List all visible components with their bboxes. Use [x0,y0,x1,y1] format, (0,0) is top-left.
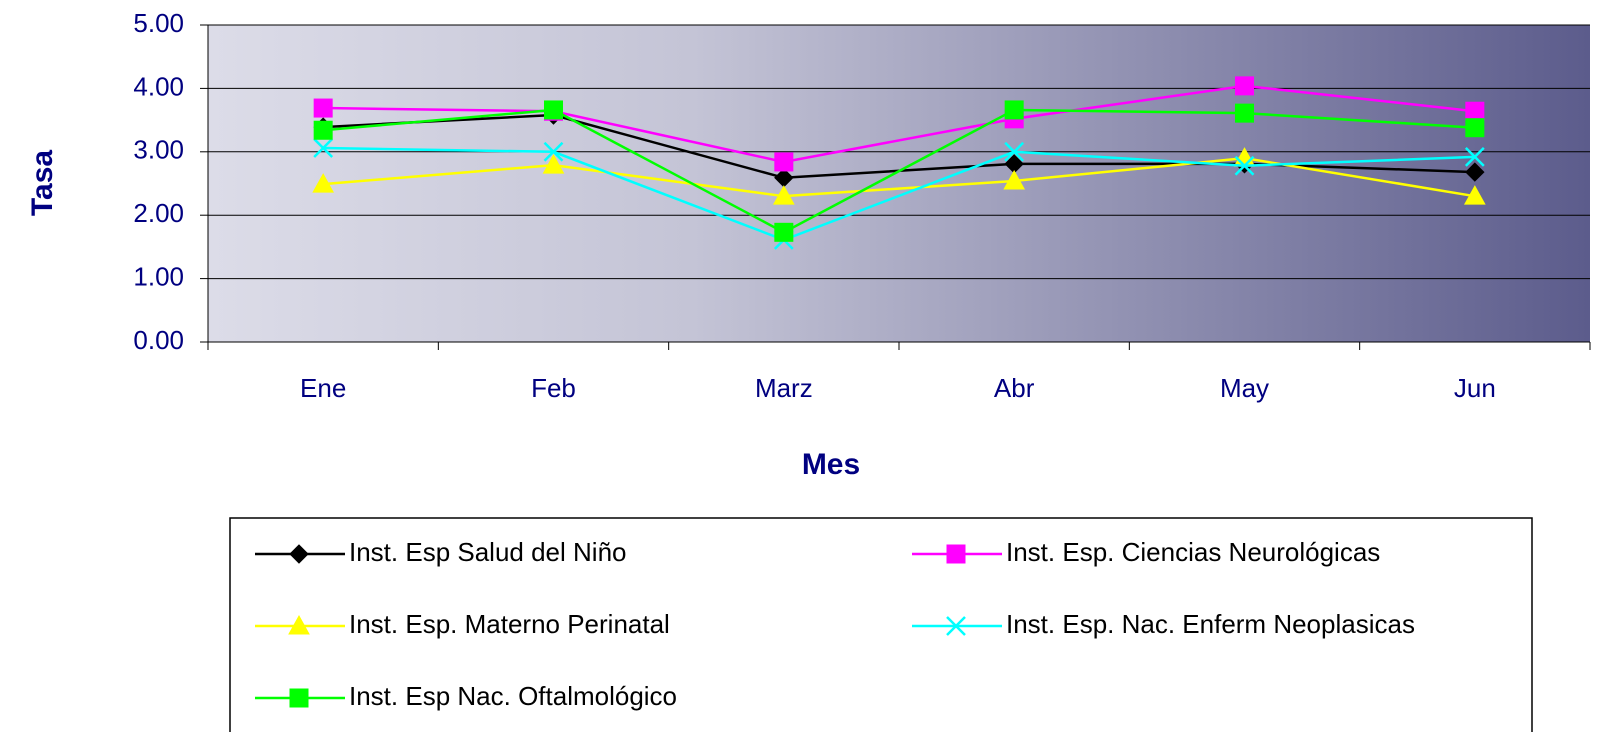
y-tick-label: 0.00 [133,325,184,355]
y-tick-label: 4.00 [133,71,184,101]
x-tick-label: Ene [300,373,346,403]
data-point [544,100,563,120]
data-point [1004,141,1025,162]
legend-label: Inst. Esp. Materno Perinatal [349,609,670,639]
legend-marker [289,688,309,708]
series-line [323,84,1475,164]
data-point [542,154,565,174]
plot-area [208,25,1590,342]
legend-label: Inst. Esp. Nac. Enferm Neoplasicas [1006,609,1415,639]
legend-marker [288,614,310,635]
series-line [323,108,1475,234]
data-point [1234,155,1255,176]
data-point [1463,185,1486,205]
data-point [772,185,795,205]
legend-label: Inst. Esp. Ciencias Neurológicas [1006,537,1380,567]
legend-marker [946,616,966,636]
legend-label: Inst. Esp Salud del Niño [349,537,627,567]
legend-marker [946,544,966,564]
x-tick-label: Feb [531,373,576,403]
x-tick-label: Jun [1454,373,1496,403]
data-point [543,141,564,162]
data-point [313,138,334,158]
data-point [1235,76,1254,96]
legend-item: Inst. Esp Salud del Niño [255,537,627,567]
series-line [323,146,1475,242]
legend-item: Inst. Esp. Ciencias Neurológicas [912,537,1380,567]
data-point [313,120,333,140]
data-point [1004,100,1024,120]
data-point [312,173,335,193]
legend-item: Inst. Esp. Nac. Enferm Neoplasicas [912,609,1415,639]
y-tick-label: 5.00 [133,8,184,38]
y-axis-title: Tasa [26,150,59,216]
y-tick-label: 1.00 [133,261,184,291]
data-point [1465,101,1485,121]
x-tick-label: May [1220,373,1269,403]
data-point [774,222,794,242]
data-point [1465,118,1485,138]
data-point [313,98,333,118]
x-tick-label: Marz [755,373,813,403]
legend-label: Inst. Esp Nac. Oftalmológico [349,681,677,711]
legend-marker [289,544,309,564]
y-tick-label: 3.00 [133,135,184,165]
y-tick-label: 2.00 [133,198,184,228]
legend-item: Inst. Esp Nac. Oftalmológico [255,681,677,711]
data-point [1464,146,1485,167]
legend [229,517,1533,732]
x-tick-label: Abr [994,373,1035,403]
data-point [1235,103,1254,123]
data-point [1003,169,1026,190]
legend-item: Inst. Esp. Materno Perinatal [255,609,670,639]
x-axis-title: Mes [802,448,860,481]
data-point [774,152,794,172]
data-point [1465,162,1485,182]
